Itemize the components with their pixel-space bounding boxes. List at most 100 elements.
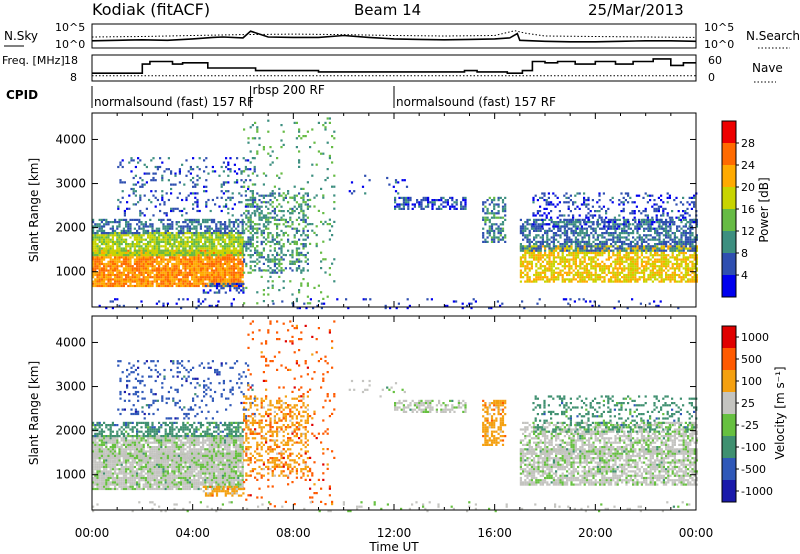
range-time-cell bbox=[208, 225, 211, 228]
range-time-cell bbox=[127, 269, 130, 272]
range-time-cell bbox=[276, 240, 279, 243]
range-time-cell bbox=[579, 271, 582, 274]
range-time-cell bbox=[442, 205, 445, 208]
range-time-cell bbox=[118, 282, 121, 285]
range-time-cell bbox=[501, 205, 505, 208]
range-time-cell bbox=[155, 227, 158, 230]
range-time-cell bbox=[548, 247, 551, 250]
range-time-cell bbox=[623, 269, 626, 272]
range-time-cell bbox=[402, 203, 405, 206]
range-time-cell bbox=[610, 232, 613, 235]
range-time-cell bbox=[199, 269, 202, 272]
range-time-cell bbox=[239, 249, 242, 252]
range-time-cell bbox=[482, 210, 485, 213]
range-time-cell bbox=[195, 256, 198, 259]
range-time-cell bbox=[258, 194, 261, 197]
range-time-cell bbox=[449, 207, 452, 210]
range-time-cell bbox=[204, 271, 207, 274]
range-time-cell bbox=[129, 227, 132, 230]
range-time-cell bbox=[295, 297, 298, 300]
range-time-cell bbox=[636, 240, 639, 243]
range-time-cell bbox=[235, 276, 238, 279]
range-time-cell bbox=[306, 269, 309, 272]
range-time-cell bbox=[152, 172, 155, 175]
range-time-cell bbox=[427, 199, 430, 202]
range-time-cell bbox=[94, 256, 97, 259]
range-time-cell bbox=[581, 256, 584, 259]
range-time-cell bbox=[579, 227, 582, 230]
range-time-cell bbox=[166, 225, 169, 228]
range-time-cell bbox=[233, 287, 236, 290]
range-time-cell bbox=[291, 262, 294, 265]
range-time-cell bbox=[177, 265, 180, 268]
range-time-cell bbox=[195, 280, 198, 283]
range-time-cell bbox=[256, 207, 259, 210]
range-time-cell bbox=[599, 245, 602, 248]
range-time-cell bbox=[184, 265, 187, 268]
range-time-cell bbox=[195, 269, 198, 272]
range-time-cell bbox=[131, 243, 134, 246]
range-time-cell bbox=[127, 221, 130, 224]
range-time-cell bbox=[174, 174, 177, 177]
range-time-cell bbox=[191, 258, 194, 261]
range-time-cell bbox=[127, 256, 130, 259]
range-time-cell bbox=[278, 176, 281, 179]
range-time-cell bbox=[616, 236, 619, 239]
range-time-cell bbox=[172, 183, 175, 186]
range-time-cell bbox=[171, 269, 174, 272]
range-time-cell bbox=[204, 269, 207, 272]
range-time-cell bbox=[574, 238, 577, 241]
range-time-cell bbox=[271, 190, 274, 193]
range-time-cell bbox=[191, 262, 194, 266]
range-time-cell bbox=[237, 278, 240, 281]
range-time-cell bbox=[160, 218, 163, 221]
range-time-cell bbox=[191, 243, 194, 246]
range-time-cell bbox=[568, 254, 571, 257]
range-time-cell bbox=[643, 267, 646, 270]
range-time-cell bbox=[186, 262, 189, 266]
range-time-cell bbox=[262, 172, 265, 175]
range-time-cell bbox=[590, 232, 593, 235]
range-time-cell bbox=[154, 179, 157, 182]
range-time-cell bbox=[197, 269, 200, 272]
range-time-cell bbox=[544, 267, 547, 270]
range-time-cell bbox=[131, 251, 134, 254]
range-time-cell bbox=[132, 192, 135, 195]
range-time-cell bbox=[140, 282, 143, 285]
range-time-cell bbox=[228, 238, 231, 241]
range-time-cell bbox=[326, 295, 329, 298]
range-time-cell bbox=[623, 276, 626, 279]
range-time-cell bbox=[614, 247, 617, 250]
range-time-cell bbox=[262, 247, 265, 250]
range-time-cell bbox=[127, 276, 130, 279]
range-time-cell bbox=[155, 243, 158, 246]
range-time-cell bbox=[114, 284, 117, 288]
range-time-cell bbox=[239, 273, 242, 277]
range-time-cell bbox=[440, 203, 443, 206]
range-time-cell bbox=[153, 236, 156, 239]
range-time-cell bbox=[271, 240, 274, 243]
range-time-cell bbox=[291, 212, 294, 215]
range-time-cell bbox=[111, 262, 114, 266]
range-time-cell bbox=[193, 269, 196, 272]
range-time-cell bbox=[621, 262, 624, 266]
range-time-cell bbox=[273, 223, 276, 226]
range-time-cell bbox=[173, 234, 176, 237]
range-time-cell bbox=[278, 260, 281, 263]
range-time-cell bbox=[435, 199, 438, 202]
range-time-cell bbox=[594, 260, 597, 263]
range-time-cell bbox=[590, 247, 593, 250]
range-time-cell bbox=[210, 247, 213, 250]
range-time-cell bbox=[561, 276, 564, 279]
range-time-cell bbox=[533, 245, 536, 248]
range-time-cell bbox=[665, 234, 668, 237]
range-time-cell bbox=[581, 247, 584, 250]
range-time-cell bbox=[673, 276, 676, 279]
range-time-cell bbox=[118, 218, 121, 221]
range-time-cell bbox=[171, 249, 174, 252]
range-time-cell bbox=[317, 284, 320, 287]
range-time-cell bbox=[161, 176, 164, 180]
range-time-cell bbox=[566, 236, 569, 239]
range-time-cell bbox=[96, 273, 99, 277]
range-time-cell bbox=[191, 245, 194, 248]
